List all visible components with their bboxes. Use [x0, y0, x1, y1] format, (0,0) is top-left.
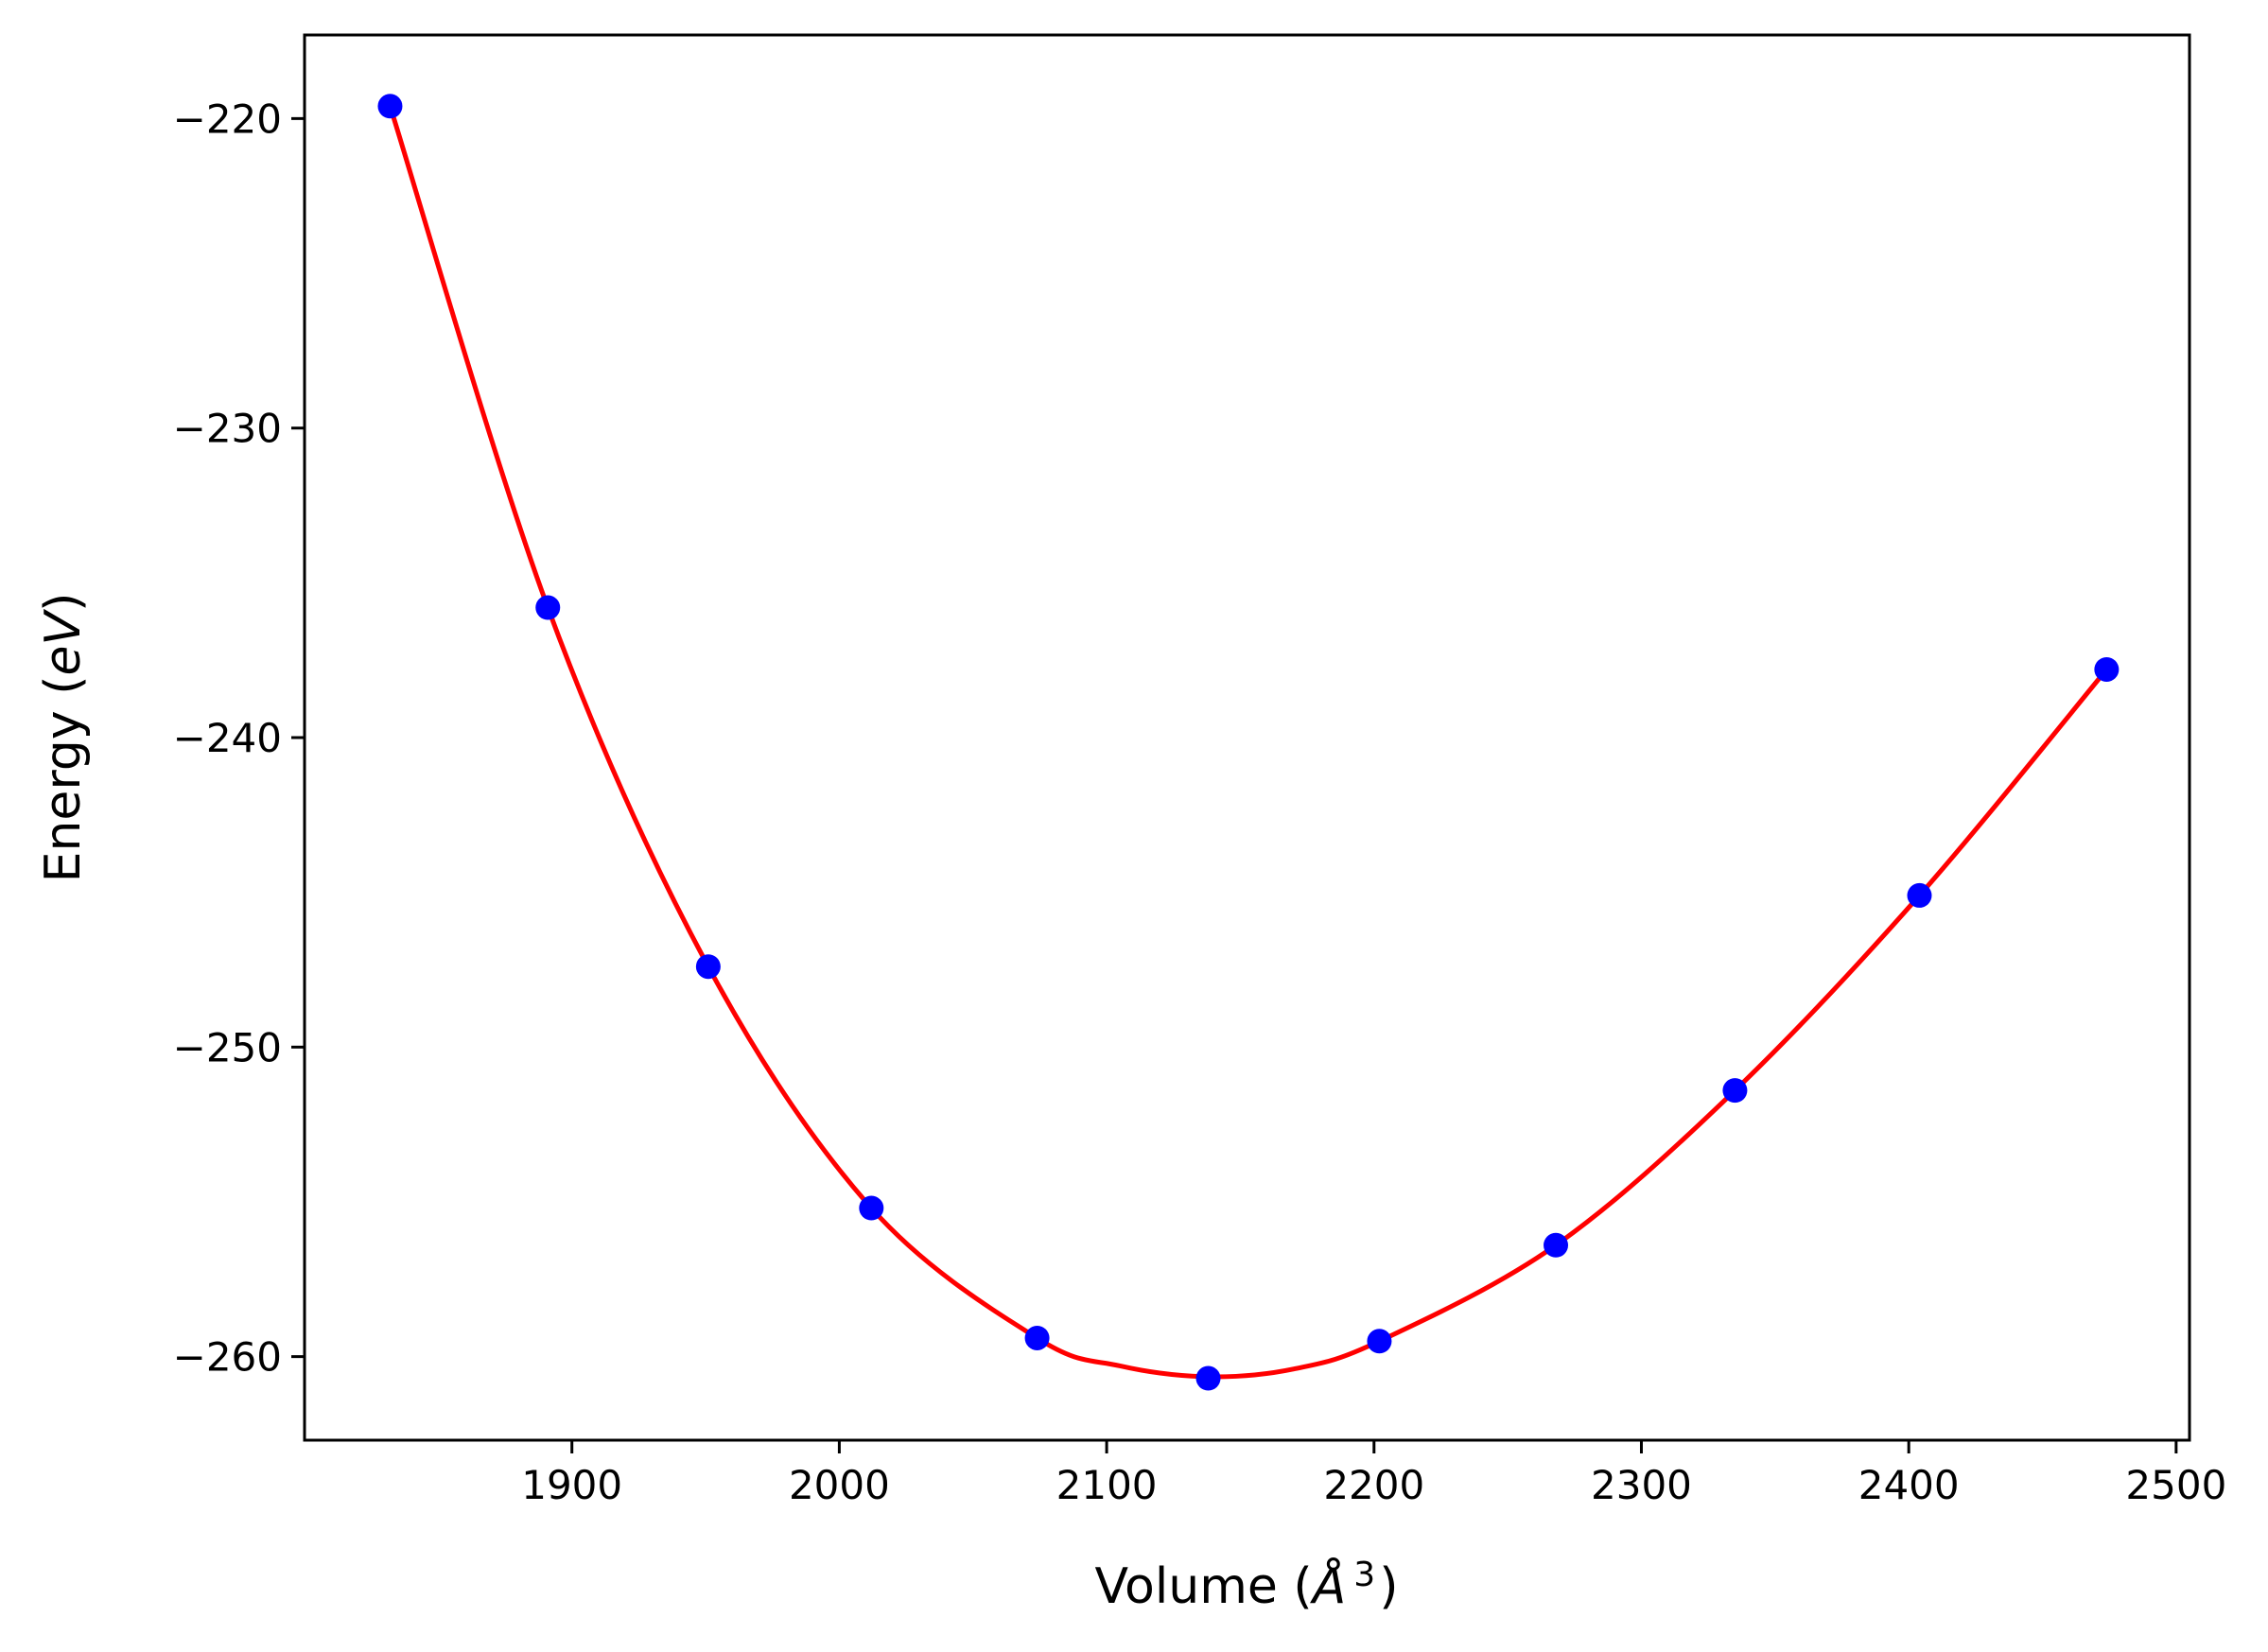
x-tick-label: 2400 — [1858, 1462, 1960, 1508]
x-axis-title-symbol: Å — [1310, 1556, 1347, 1615]
y-tick-label: −220 — [173, 96, 282, 142]
x-axis-ticks: 1900 2000 2100 2200 2300 2400 2500 — [521, 1440, 2226, 1508]
y-axis-ticks: −220 −230 −240 −250 −260 — [173, 96, 305, 1381]
y-axis-title-suffix: ) — [35, 593, 92, 612]
data-point — [535, 595, 561, 620]
data-point — [1024, 1325, 1050, 1350]
y-tick-label: −260 — [173, 1334, 282, 1381]
x-tick-label: 1900 — [521, 1462, 622, 1508]
x-tick-label: 2500 — [2125, 1462, 2226, 1508]
y-axis-title-prefix: Energy ( — [35, 676, 92, 883]
x-tick-label: 2000 — [789, 1462, 890, 1508]
x-axis-title-prefix: Volume ( — [1095, 1558, 1313, 1615]
y-tick-label: −240 — [173, 715, 282, 761]
data-point — [859, 1195, 884, 1221]
x-tick-label: 2200 — [1323, 1462, 1424, 1508]
x-axis-title-suffix: ) — [1379, 1558, 1398, 1615]
data-point — [1367, 1329, 1392, 1354]
x-axis-title-superscript: 3 — [1353, 1556, 1375, 1594]
x-axis-title: Volume (Å 3) — [1095, 1556, 1399, 1615]
fit-curve-layer — [388, 105, 2109, 1380]
data-point — [695, 954, 721, 980]
data-point — [1544, 1232, 1569, 1258]
y-axis-title-unit: eV — [35, 609, 92, 676]
y-tick-label: −230 — [173, 406, 282, 452]
x-tick-label: 2100 — [1056, 1462, 1158, 1508]
data-point — [1907, 882, 1932, 908]
y-axis-title: Energy (eV) — [35, 593, 92, 883]
data-point — [1195, 1365, 1221, 1391]
data-point — [1722, 1078, 1748, 1104]
y-tick-label: −250 — [173, 1024, 282, 1070]
x-tick-label: 2300 — [1591, 1462, 1692, 1508]
data-point — [2094, 656, 2120, 682]
data-point — [377, 94, 403, 119]
data-points-layer — [377, 94, 2120, 1391]
fit-curve-line — [388, 105, 2109, 1380]
